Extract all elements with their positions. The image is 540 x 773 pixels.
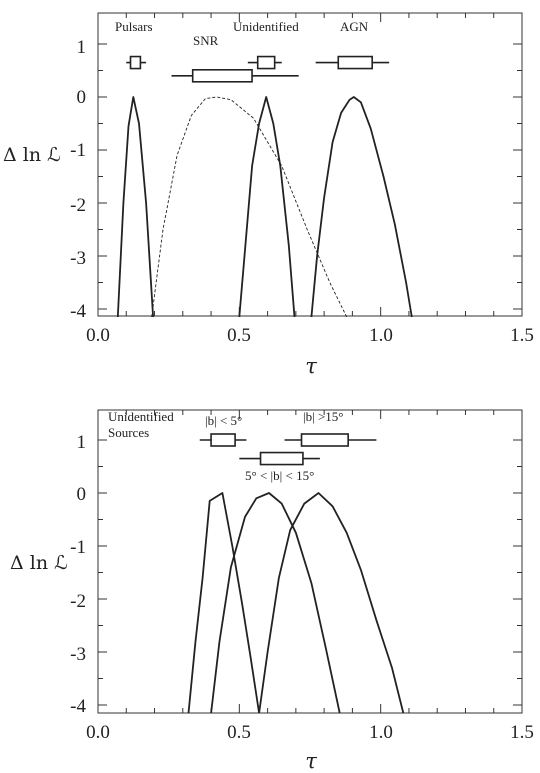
y-tick-label: 0 bbox=[77, 87, 87, 108]
curve-unidentified bbox=[238, 96, 296, 318]
y-tick-label: -2 bbox=[70, 195, 86, 216]
y-tick-label: -3 bbox=[70, 248, 86, 269]
curve-b-5 bbox=[187, 492, 260, 714]
y-tick-label: -4 bbox=[70, 696, 86, 717]
curve-b-15 bbox=[258, 492, 405, 714]
box bbox=[300, 433, 349, 447]
curve-agn bbox=[310, 96, 413, 318]
snr-label: SNR bbox=[193, 33, 219, 48]
x-axis-title: τ bbox=[305, 749, 317, 773]
y-tick-label: -2 bbox=[70, 591, 86, 612]
box bbox=[210, 433, 236, 447]
x-tick-label: 0.0 bbox=[86, 722, 110, 743]
b-mid-label: 5° < |b| < 15° bbox=[245, 468, 314, 483]
b-gt-15-label: |b| >15° bbox=[303, 409, 344, 424]
unidentified-sources-label-line1: Unidentified bbox=[108, 409, 174, 424]
y-tick-label: -1 bbox=[70, 140, 86, 161]
x-tick-label: 1.5 bbox=[510, 722, 534, 743]
y-tick-label: -3 bbox=[70, 644, 86, 665]
box-plot-unidentified bbox=[247, 55, 282, 70]
b-lt-5-label: |b| < 5° bbox=[205, 413, 242, 428]
box bbox=[259, 451, 304, 466]
chart-panel-top: 1 0 -1 -2 -3 -4 0.0 0.5 1.0 1.5 τ Δ ln ℒ… bbox=[3, 12, 534, 378]
chart-panel-bottom: 1 0 -1 -2 -3 -4 0.0 0.5 1.0 1.5 τ Δ ln ℒ… bbox=[10, 409, 534, 773]
box bbox=[129, 55, 142, 70]
y-tick-label: 0 bbox=[77, 484, 87, 505]
curve-pulsars bbox=[116, 96, 154, 318]
y-axis-title: Δ ln ℒ bbox=[3, 144, 61, 166]
unidentified-sources-label-line2: Sources bbox=[108, 425, 149, 440]
box bbox=[191, 69, 253, 83]
box bbox=[337, 55, 373, 70]
y-axis-title: Δ ln ℒ bbox=[10, 552, 68, 574]
box-plots bbox=[199, 433, 377, 466]
box-plot-b-5 bbox=[199, 433, 247, 447]
box-plot-agn bbox=[315, 55, 390, 70]
plot-frame bbox=[97, 409, 523, 714]
box-plots bbox=[126, 55, 390, 83]
x-tick-label: 0.5 bbox=[227, 722, 251, 743]
plot-frame bbox=[97, 12, 523, 317]
tick-marks bbox=[97, 13, 523, 316]
y-tick-label: 1 bbox=[77, 37, 87, 58]
box-plot-pulsars bbox=[126, 55, 147, 70]
x-tick-label: 0.5 bbox=[227, 325, 251, 346]
box-plot-b-15 bbox=[284, 433, 377, 447]
box-plot-5-b-15 bbox=[239, 451, 320, 466]
x-tick-label: 0.0 bbox=[86, 325, 110, 346]
likelihood-curves bbox=[187, 492, 405, 714]
x-axis-title: τ bbox=[305, 354, 317, 378]
y-tick-label: 1 bbox=[77, 432, 87, 453]
y-tick-label: -1 bbox=[70, 537, 86, 558]
y-tick-label: -4 bbox=[70, 301, 86, 322]
x-tick-label: 1.5 bbox=[510, 325, 534, 346]
pulsars-label: Pulsars bbox=[115, 19, 153, 34]
box-plot-snr bbox=[171, 69, 299, 83]
likelihood-curves bbox=[116, 96, 413, 318]
tick-marks bbox=[97, 410, 523, 713]
curve-snr bbox=[151, 96, 348, 318]
box bbox=[256, 55, 276, 70]
unidentified-label: Unidentified bbox=[233, 19, 299, 34]
agn-label: AGN bbox=[340, 19, 369, 34]
x-tick-label: 1.0 bbox=[369, 325, 393, 346]
curve-5-b-15 bbox=[210, 492, 341, 714]
x-tick-label: 1.0 bbox=[369, 722, 393, 743]
